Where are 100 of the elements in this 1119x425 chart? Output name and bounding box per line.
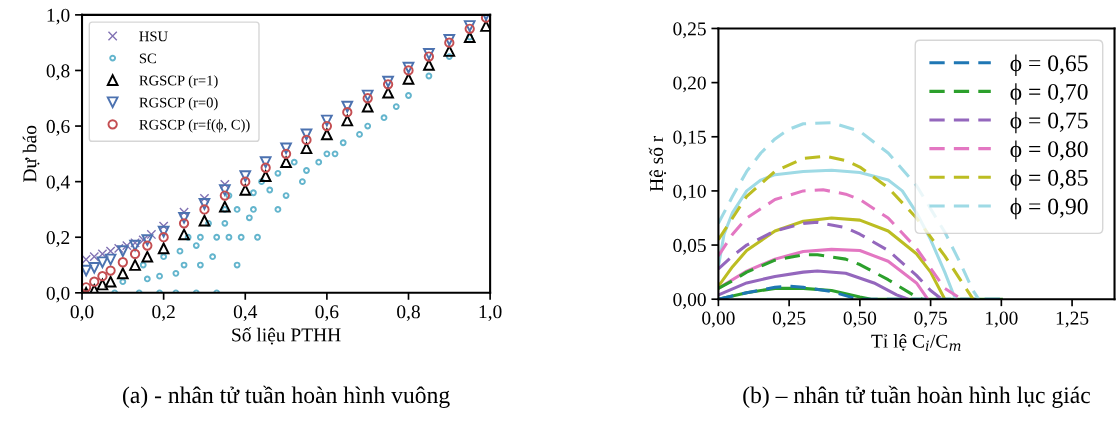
x-tick-label: 0,4 [233, 305, 258, 322]
text: (a) - nhân tử tuần hoàn hình vuông [123, 385, 450, 408]
x-tick-label: 0,25 [772, 311, 806, 328]
y-tick-label: 0,2 [46, 231, 70, 247]
point [341, 114, 354, 127]
point [290, 158, 298, 166]
legend-label: ϕ = 0,90 [1010, 197, 1088, 220]
point [225, 233, 233, 241]
point [104, 253, 117, 266]
point [356, 130, 363, 138]
point [274, 169, 282, 177]
point [321, 120, 333, 132]
point [143, 275, 151, 283]
x-tick-label: 1,00 [986, 311, 1018, 328]
point [240, 176, 251, 187]
point [96, 278, 109, 291]
x-tick-label: 0,75 [914, 311, 947, 328]
point [198, 198, 211, 210]
line-series [718, 121, 981, 300]
point [303, 167, 310, 174]
y-tick-label: 1,0 [47, 8, 70, 25]
point [129, 248, 141, 260]
point [196, 261, 204, 269]
point [199, 204, 210, 215]
point [233, 206, 241, 213]
point [89, 276, 100, 287]
point [117, 267, 129, 280]
x-tick-label: 0,00 [702, 311, 735, 328]
legend-label: SC [139, 53, 156, 64]
point [117, 245, 129, 257]
point [157, 225, 170, 238]
point [341, 100, 354, 113]
point [104, 275, 117, 288]
y-axis-title: Hệ số r [648, 135, 667, 192]
y-axis-title: Dự báo [22, 125, 40, 183]
point [443, 45, 456, 57]
point [382, 75, 394, 88]
y-tick-label: 0,10 [673, 184, 706, 201]
point [196, 233, 204, 241]
point [239, 170, 252, 182]
point [245, 214, 253, 222]
point [219, 179, 230, 190]
point [179, 207, 189, 218]
y-tick-label: 0,05 [673, 238, 706, 255]
point [180, 261, 188, 269]
y-tick-label: 0,20 [673, 76, 706, 93]
point [146, 229, 157, 240]
x-tick-label: 1,25 [1056, 311, 1089, 328]
point [259, 170, 272, 182]
legend-label: HSU [139, 31, 168, 42]
line-series [718, 269, 910, 300]
point [209, 253, 217, 261]
point [315, 158, 323, 166]
point [176, 247, 184, 255]
point [88, 261, 101, 274]
point [172, 269, 180, 277]
point [178, 228, 190, 241]
point [96, 256, 109, 269]
x-axis-title: Tỉ lệ C$_{i}$/C$_{m}$ [871, 334, 961, 351]
point [119, 278, 127, 286]
point [423, 59, 435, 71]
point [213, 233, 221, 241]
point [402, 61, 415, 74]
point [198, 214, 211, 227]
point [362, 93, 373, 104]
point [380, 114, 388, 122]
legend-label: ϕ = 0,85 [1010, 169, 1088, 191]
legend-label: ϕ = 0,80 [1010, 140, 1088, 162]
point [105, 265, 116, 276]
point [403, 65, 414, 76]
y-tick-label: 0,8 [46, 64, 70, 81]
point [361, 100, 374, 113]
point [157, 242, 170, 255]
legend-label: RGSCP (r=f(ϕ, C)) [139, 119, 250, 133]
point [423, 47, 435, 60]
point [254, 233, 261, 241]
legend-label: RGSCP (r=0) [139, 97, 218, 111]
point [342, 107, 353, 118]
point [392, 103, 400, 110]
point [321, 114, 333, 127]
x-tick-label: 0,6 [315, 305, 339, 322]
point [219, 190, 230, 201]
point [364, 122, 372, 130]
y-tick-label: 0,00 [673, 293, 706, 309]
legend-label: RGSCP (r=1) [139, 75, 218, 89]
point [282, 192, 290, 199]
x-tick-label: 1,0 [479, 305, 502, 322]
x-tick-label: 0,8 [397, 305, 420, 322]
y-tick-label: 0,4 [46, 175, 70, 192]
x-tick-label: 0,50 [843, 311, 877, 328]
point [260, 162, 271, 173]
point [158, 221, 169, 231]
point [405, 92, 412, 99]
point [129, 259, 141, 271]
point [280, 148, 292, 159]
x-axis-title: Số liệu PTHH [232, 327, 341, 345]
y-tick-label: 0,6 [46, 119, 70, 136]
legend-label: ϕ = 0,65 [1010, 54, 1088, 76]
legend-label: ϕ = 0,75 [1010, 111, 1088, 134]
point [250, 189, 257, 197]
